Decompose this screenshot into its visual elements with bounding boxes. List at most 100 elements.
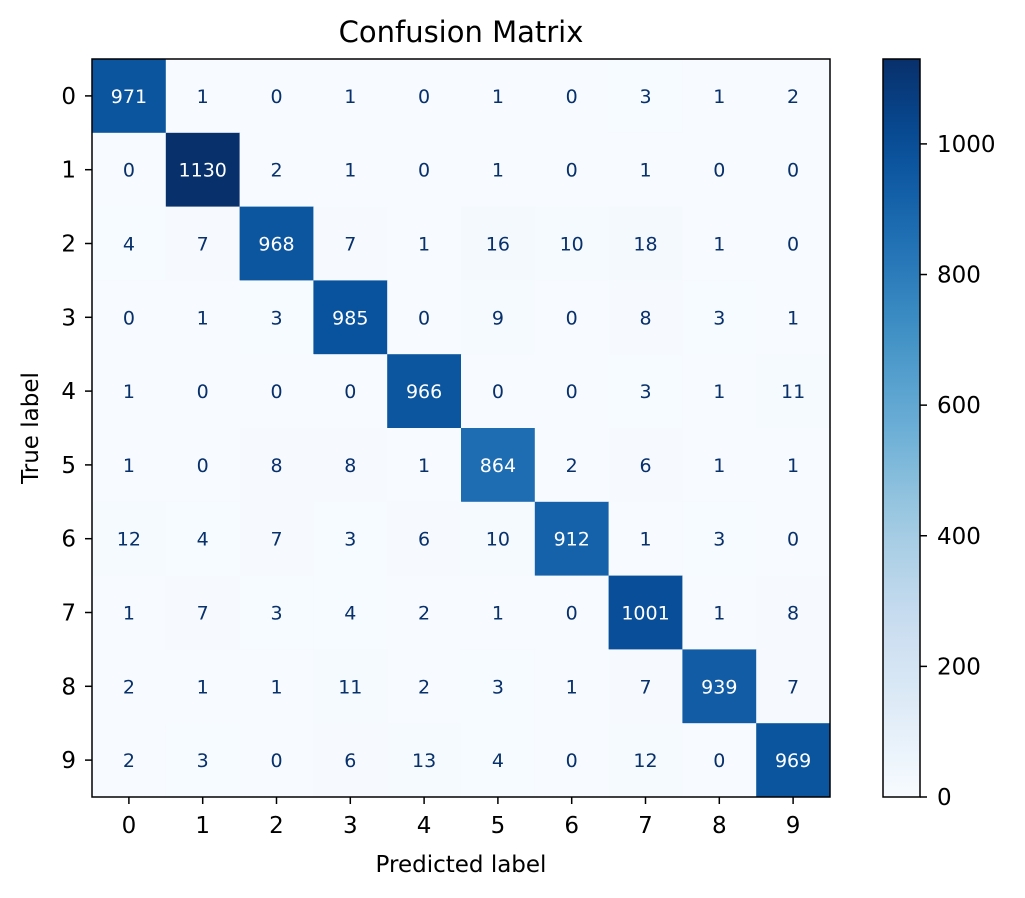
- x-tick-label: 3: [343, 813, 358, 839]
- cell-value-8-1: 1: [197, 676, 209, 698]
- cell-value-7-8: 1: [713, 603, 725, 625]
- cell-value-3-0: 0: [123, 307, 135, 329]
- cell-value-5-7: 6: [639, 455, 651, 477]
- cell-value-6-9: 0: [787, 529, 799, 551]
- cell-value-7-4: 2: [418, 603, 430, 625]
- cell-3-1: [165, 280, 241, 355]
- cell-7-9: [756, 575, 831, 650]
- cell-value-0-7: 3: [639, 86, 651, 108]
- cell-2-6: [534, 206, 610, 281]
- cell-2-0: [92, 206, 167, 281]
- cell-value-4-1: 0: [197, 381, 209, 403]
- x-axis-label: Predicted label: [376, 852, 547, 878]
- cell-7-0: [92, 575, 167, 650]
- colorbar-tick-label: 1000: [937, 132, 996, 158]
- cell-value-5-4: 1: [418, 455, 430, 477]
- cell-value-6-7: 1: [639, 529, 651, 551]
- cell-value-4-0: 1: [123, 381, 135, 403]
- cell-1-2: [239, 132, 314, 208]
- cell-value-3-3: 985: [332, 307, 368, 329]
- cell-9-9: [756, 723, 831, 798]
- cell-5-3: [313, 428, 388, 503]
- cell-7-7: [608, 575, 683, 650]
- y-tick-label: 6: [61, 527, 76, 553]
- cell-6-2: [239, 501, 314, 577]
- cell-value-8-9: 7: [787, 676, 799, 698]
- cell-7-5: [461, 575, 536, 650]
- cell-9-1: [165, 723, 241, 798]
- cell-8-0: [92, 649, 167, 724]
- cell-value-5-6: 2: [566, 455, 578, 477]
- cell-5-4: [387, 428, 462, 503]
- cell-8-2: [239, 649, 314, 724]
- cell-value-6-0: 12: [117, 529, 141, 551]
- cell-value-4-4: 966: [406, 381, 442, 403]
- y-tick-label: 7: [61, 601, 76, 627]
- cell-0-2: [239, 59, 314, 134]
- cell-9-4: [387, 723, 462, 798]
- cell-0-1: [165, 59, 241, 134]
- cell-9-7: [608, 723, 683, 798]
- cell-value-9-7: 12: [633, 750, 657, 772]
- y-tick-label: 8: [61, 674, 76, 700]
- cell-8-9: [756, 649, 831, 724]
- cell-value-8-6: 1: [566, 676, 578, 698]
- cell-4-3: [313, 354, 388, 429]
- cell-5-5: [461, 428, 536, 503]
- cell-value-9-8: 0: [713, 750, 725, 772]
- chart-title: Confusion Matrix: [339, 15, 584, 49]
- cell-6-9: [756, 501, 831, 577]
- cell-4-6: [534, 354, 610, 429]
- cell-value-0-6: 0: [566, 86, 578, 108]
- cell-7-8: [682, 575, 757, 650]
- cell-0-6: [534, 59, 610, 134]
- cell-1-5: [461, 132, 536, 208]
- cell-value-5-8: 1: [713, 455, 725, 477]
- cell-value-1-8: 0: [713, 160, 725, 182]
- x-tick-label: 7: [638, 813, 653, 839]
- cell-value-9-2: 0: [270, 750, 282, 772]
- x-tick-label: 9: [786, 813, 801, 839]
- y-axis-label: True label: [18, 372, 44, 485]
- cell-value-7-2: 3: [270, 603, 282, 625]
- cell-value-2-8: 1: [713, 234, 725, 256]
- cell-value-2-2: 968: [258, 234, 294, 256]
- cell-4-7: [608, 354, 683, 429]
- cell-value-8-4: 2: [418, 676, 430, 698]
- cell-value-0-1: 1: [197, 86, 209, 108]
- cell-value-1-2: 2: [270, 160, 282, 182]
- cell-0-8: [682, 59, 757, 134]
- cell-7-2: [239, 575, 314, 650]
- cell-9-8: [682, 723, 757, 798]
- cell-value-6-6: 912: [554, 529, 590, 551]
- cell-value-1-0: 0: [123, 160, 135, 182]
- colorbar-tick-label: 800: [937, 263, 981, 289]
- cell-value-6-4: 6: [418, 529, 430, 551]
- cell-value-7-0: 1: [123, 603, 135, 625]
- cell-value-5-2: 8: [270, 455, 282, 477]
- cell-value-8-3: 11: [338, 676, 362, 698]
- cell-3-6: [534, 280, 610, 355]
- cell-6-5: [461, 501, 536, 577]
- cell-value-7-9: 8: [787, 603, 799, 625]
- cell-3-5: [461, 280, 536, 355]
- cell-value-0-8: 1: [713, 86, 725, 108]
- heatmap-cells: 971 1 0 1 0 1 0 3 1 20 1130 2 1 0 1 0 1 0 04 7 968 7 1 16 10 18 1 0…: [92, 59, 831, 798]
- cell-value-9-6: 0: [566, 750, 578, 772]
- cell-8-7: [608, 649, 683, 724]
- cell-3-3: [313, 280, 388, 355]
- cell-9-2: [239, 723, 314, 798]
- cell-value-4-2: 0: [270, 381, 282, 403]
- cell-value-7-7: 1001: [621, 603, 669, 625]
- y-tick-label: 5: [61, 453, 76, 479]
- cell-4-8: [682, 354, 757, 429]
- cell-9-3: [313, 723, 388, 798]
- x-tick-label: 0: [122, 813, 137, 839]
- cell-0-3: [313, 59, 388, 134]
- cell-8-3: [313, 649, 388, 724]
- y-tick-label: 0: [61, 84, 76, 110]
- cell-value-5-3: 8: [344, 455, 356, 477]
- cell-value-3-5: 9: [492, 307, 504, 329]
- cell-1-6: [534, 132, 610, 208]
- cell-value-4-8: 1: [713, 381, 725, 403]
